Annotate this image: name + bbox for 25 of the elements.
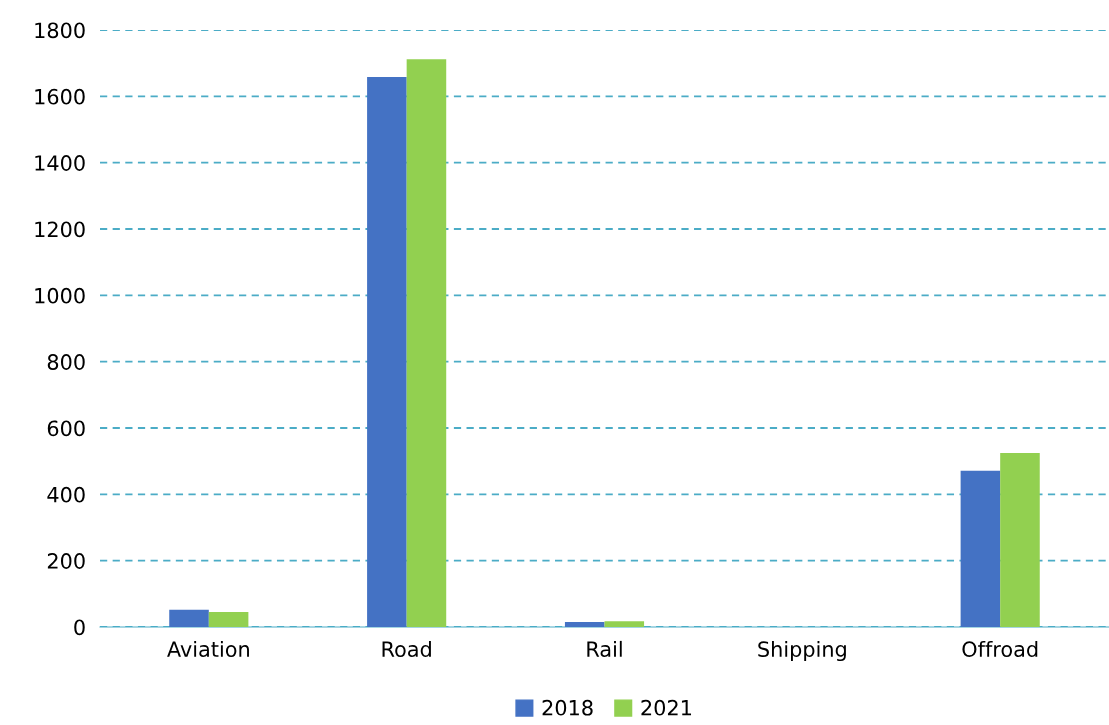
bar (960, 470, 1001, 627)
bar (604, 621, 645, 627)
y-tick-label: 1800 (35, 22, 85, 39)
y-tick-label: 200 (47, 553, 85, 569)
y-tick-label: 800 (47, 354, 85, 370)
y-tick-label: 1400 (35, 155, 85, 171)
y-tick-label: 1600 (35, 88, 85, 105)
x-tick-label: Shipping (758, 640, 846, 662)
y-tick-label: 1000 (35, 287, 85, 304)
legend-label: 2021 (641, 699, 692, 716)
bar (208, 612, 249, 627)
x-tick-label: Aviation (167, 640, 249, 658)
bar (406, 59, 447, 627)
x-tick-label: Road (382, 640, 431, 658)
x-tick-label: Offroad (962, 640, 1038, 658)
legend-label: 2018 (542, 699, 593, 716)
y-tick-label: 0 (74, 619, 85, 636)
bar (1000, 452, 1040, 627)
y-tick-label: 1200 (35, 221, 85, 238)
y-tick-label: 400 (47, 486, 85, 503)
x-tick-label: Rail (587, 640, 622, 658)
y-tick-label: 600 (47, 420, 85, 437)
bar (367, 77, 407, 627)
bar (169, 609, 209, 627)
bar (564, 622, 605, 627)
